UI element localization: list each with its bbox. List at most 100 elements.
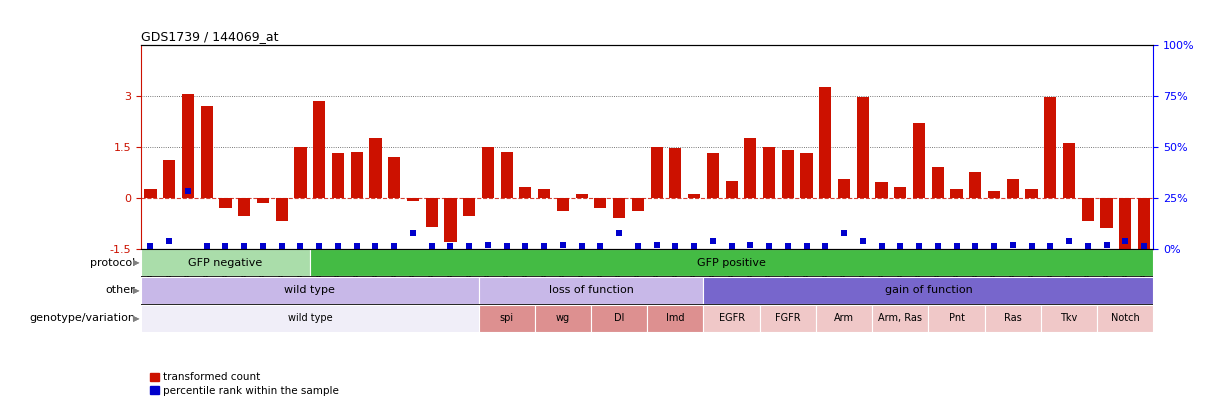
Text: Arm, Ras: Arm, Ras — [879, 313, 923, 323]
Bar — [614, 198, 626, 218]
Bar — [1026, 189, 1038, 198]
Bar — [313, 101, 325, 198]
Bar — [594, 198, 606, 208]
Bar — [1006, 179, 1018, 198]
Point — [628, 243, 648, 249]
Bar — [575, 194, 588, 198]
Text: ▶: ▶ — [134, 314, 140, 323]
Point — [309, 243, 329, 249]
Bar — [800, 153, 812, 198]
Point — [515, 243, 535, 249]
Bar — [913, 123, 925, 198]
Bar — [1040, 305, 1097, 332]
Text: wild type: wild type — [285, 286, 335, 295]
Point — [366, 243, 385, 249]
Point — [1097, 241, 1117, 248]
Bar — [876, 182, 887, 198]
Point — [422, 243, 442, 249]
Point — [891, 243, 910, 249]
Text: ▶: ▶ — [134, 286, 140, 295]
Bar — [141, 249, 309, 276]
Bar — [591, 305, 648, 332]
Bar — [1063, 143, 1075, 198]
Point — [1040, 243, 1060, 249]
Bar — [482, 147, 494, 198]
Point — [178, 188, 198, 195]
Bar — [557, 198, 569, 211]
Bar — [1044, 97, 1056, 198]
Bar — [331, 153, 344, 198]
Point — [816, 243, 836, 249]
Bar — [782, 150, 794, 198]
Text: GFP negative: GFP negative — [188, 258, 263, 268]
Bar — [703, 305, 760, 332]
Point — [741, 241, 761, 248]
Bar — [745, 138, 756, 198]
Point — [328, 243, 347, 249]
Bar — [369, 138, 382, 198]
Bar — [479, 277, 703, 304]
Point — [909, 243, 929, 249]
Point — [853, 238, 872, 244]
Point — [647, 241, 666, 248]
Point — [479, 241, 498, 248]
Point — [234, 243, 254, 249]
Bar — [407, 198, 418, 201]
Point — [947, 243, 967, 249]
Point — [216, 243, 236, 249]
Text: ▶: ▶ — [134, 258, 140, 267]
Bar — [669, 148, 681, 198]
Bar — [632, 198, 644, 211]
Bar — [894, 188, 907, 198]
Point — [721, 243, 741, 249]
Bar — [931, 167, 944, 198]
Text: GFP positive: GFP positive — [697, 258, 766, 268]
Point — [1079, 243, 1098, 249]
Text: Tkv: Tkv — [1060, 313, 1077, 323]
Bar — [1137, 198, 1150, 250]
Bar — [650, 147, 663, 198]
Bar — [969, 172, 982, 198]
Point — [196, 243, 216, 249]
Point — [440, 243, 460, 249]
Bar — [479, 305, 535, 332]
Bar — [760, 305, 816, 332]
Bar — [141, 305, 479, 332]
Bar — [276, 198, 288, 222]
Point — [272, 243, 292, 249]
Point — [534, 243, 553, 249]
Bar — [182, 94, 194, 198]
Point — [760, 243, 779, 249]
Bar — [984, 305, 1040, 332]
Text: other: other — [106, 286, 135, 295]
Legend: transformed count, percentile rank within the sample: transformed count, percentile rank withi… — [146, 368, 344, 400]
Point — [1134, 243, 1153, 249]
Point — [703, 238, 723, 244]
Text: wg: wg — [556, 313, 571, 323]
Text: loss of function: loss of function — [548, 286, 633, 295]
Bar — [838, 179, 850, 198]
Bar — [951, 189, 963, 198]
Bar — [929, 305, 984, 332]
Point — [553, 241, 573, 248]
Point — [1115, 238, 1135, 244]
Bar — [707, 153, 719, 198]
Bar — [856, 97, 869, 198]
Point — [871, 243, 891, 249]
Bar — [145, 189, 157, 198]
Text: Imd: Imd — [666, 313, 685, 323]
Point — [291, 243, 310, 249]
Point — [796, 243, 816, 249]
Bar — [519, 188, 531, 198]
Bar — [872, 305, 929, 332]
Point — [1002, 241, 1022, 248]
Text: EGFR: EGFR — [719, 313, 745, 323]
Text: Arm: Arm — [834, 313, 854, 323]
Point — [404, 230, 423, 237]
Bar — [238, 198, 250, 216]
Point — [834, 230, 854, 237]
Point — [590, 243, 610, 249]
Text: gain of function: gain of function — [885, 286, 972, 295]
Point — [572, 243, 591, 249]
Bar — [444, 198, 456, 242]
